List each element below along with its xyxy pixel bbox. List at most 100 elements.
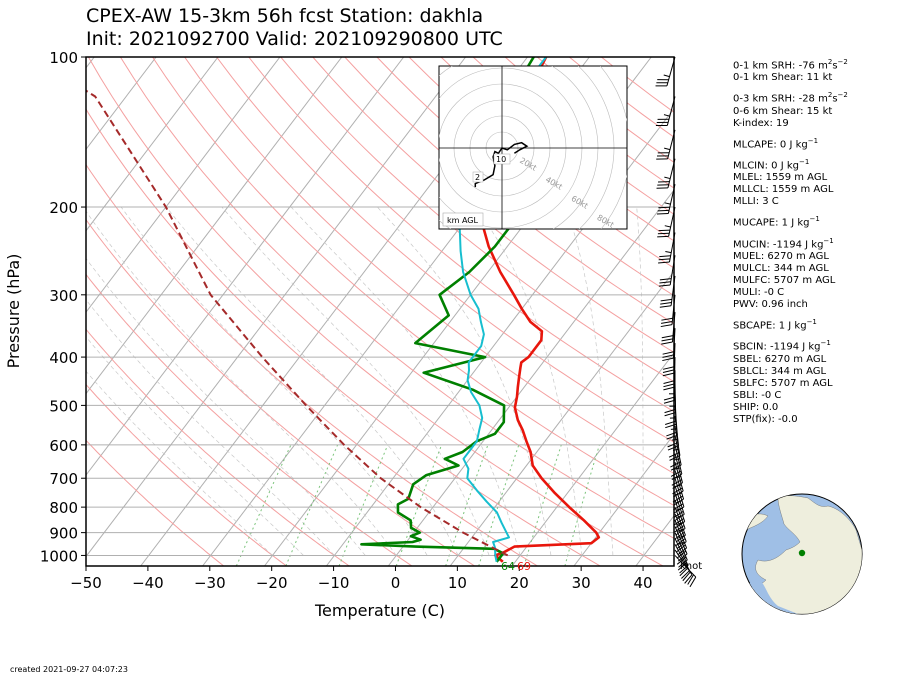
isotherm xyxy=(86,57,157,151)
dry-adiabat xyxy=(344,57,674,325)
isotherm xyxy=(449,270,674,566)
isotherm xyxy=(387,189,674,566)
index-row: 0-3 km SRH: -28 m2s−2 xyxy=(733,91,848,105)
wind-barb xyxy=(661,312,676,345)
index-row: MLLI: 3 C xyxy=(733,196,779,208)
index-row: STP(fix): -0.0 xyxy=(733,413,798,425)
index-row: MLEL: 1559 m AGL xyxy=(733,172,828,184)
isotherm xyxy=(86,57,467,558)
index-row: SBCAPE: 1 J kg−1 xyxy=(733,317,817,332)
wind-barb xyxy=(674,555,697,588)
x-tick-label: −50 xyxy=(70,574,102,592)
index-row: MULI: -0 C xyxy=(733,286,785,298)
wind-barb xyxy=(656,158,676,189)
dry-adiabat xyxy=(86,163,538,566)
dry-adiabat xyxy=(216,57,674,443)
wind-barb xyxy=(658,232,676,264)
hodograph-frame xyxy=(438,65,628,230)
hodograph-height-label: 2 xyxy=(475,173,480,182)
surface-temperature-label: 69 xyxy=(517,560,531,573)
moist-adiabat xyxy=(86,336,304,556)
surface-labels: 64 69 xyxy=(501,560,531,573)
index-row: SBCIN: -1194 J kg−1 xyxy=(733,339,831,353)
y-tick-label: 300 xyxy=(49,287,78,305)
stability-indices: 0-1 km SRH: -76 m2s−2 0-1 km Shear: 11 kt… xyxy=(733,56,903,426)
x-tick-label: −20 xyxy=(256,574,288,592)
moist-adiabat xyxy=(86,370,273,556)
wind-barb xyxy=(668,425,681,461)
wind-barb xyxy=(655,56,676,87)
chart-title-line-2: Init: 2021092700 Valid: 202109290800 UTC xyxy=(86,28,503,50)
isotherm xyxy=(86,57,219,232)
x-tick-label: 40 xyxy=(634,574,653,592)
dry-adiabat xyxy=(312,57,674,353)
wind-barb xyxy=(655,96,676,127)
index-row: SBEL: 6270 m AGL xyxy=(733,353,827,365)
dry-adiabat xyxy=(86,328,350,566)
index-row: MUCIN: -1194 J kg−1 xyxy=(733,236,834,250)
mixing-ratio-line xyxy=(478,444,520,566)
hodograph-height-label: 10 xyxy=(496,155,506,164)
x-tick-label: 0 xyxy=(391,574,401,592)
chart-title-line-1: CPEX-AW 15-3km 56h fcst Station: dakhla xyxy=(86,5,484,27)
wind-barbs xyxy=(655,56,697,588)
mixing-ratio-line xyxy=(564,444,600,566)
wind-barb xyxy=(663,357,676,391)
y-tick-label: 1000 xyxy=(40,547,78,565)
index-row: SBLI: -0 C xyxy=(733,389,782,401)
created-timestamp: created 2021-09-27 04:07:23 xyxy=(10,665,128,674)
mixing-ratio-line xyxy=(445,444,489,566)
y-tick-label: 900 xyxy=(49,525,78,543)
plot-frame xyxy=(85,56,675,567)
y-tick-label: 100 xyxy=(49,49,78,67)
x-axis-label: Temperature (C) xyxy=(314,601,445,620)
y-tick-label: 600 xyxy=(49,437,78,455)
mixing-ratio-line xyxy=(523,444,562,566)
mixing-ratio-line xyxy=(285,444,339,566)
index-row: SBLCL: 344 m AGL xyxy=(733,365,827,377)
index-row: MULCL: 344 m AGL xyxy=(733,262,829,274)
moist-adiabat xyxy=(86,210,397,556)
axis-ticks: −50 −40 −30 −20 −10 0 10 20 30 40 1000 900 800 700 600… xyxy=(40,49,653,592)
y-tick-label: 700 xyxy=(49,470,78,488)
dry-adiabat xyxy=(86,273,413,566)
x-tick-label: 20 xyxy=(510,574,529,592)
mixing-ratio-line xyxy=(338,444,389,566)
wind-barb xyxy=(659,275,676,308)
dry-adiabat xyxy=(86,218,475,566)
index-row: MLCAPE: 0 J kg−1 xyxy=(733,136,819,150)
wind-barb xyxy=(670,435,682,471)
station-marker xyxy=(798,549,806,557)
dry-adiabat xyxy=(86,439,225,566)
x-tick-label: −30 xyxy=(194,574,226,592)
dry-adiabat xyxy=(119,57,674,539)
isotherm xyxy=(511,352,674,566)
dry-adiabat xyxy=(152,57,674,507)
index-row: 0-1 km SRH: -76 m2s−2 xyxy=(733,58,848,72)
moist-adiabat xyxy=(565,206,614,556)
index-row: MUCAPE: 1 J kg−1 xyxy=(733,215,820,229)
moist-adiabat xyxy=(636,206,645,556)
index-row: MLLCL: 1559 m AGL xyxy=(733,184,834,196)
dry-adiabat xyxy=(376,57,674,297)
y-tick-label: 500 xyxy=(49,397,78,415)
index-row: MUEL: 6270 m AGL xyxy=(733,250,829,262)
hodograph-legend: km AGL xyxy=(447,216,479,225)
hodograph-trace xyxy=(474,141,529,188)
dry-adiabat xyxy=(248,57,674,413)
index-row: 0-6 km Shear: 15 kt xyxy=(733,105,833,117)
wind-unit-label: knot xyxy=(680,561,702,572)
moist-adiabat xyxy=(475,206,583,556)
dry-adiabat xyxy=(86,383,287,566)
wind-barb xyxy=(662,343,676,377)
mixing-ratio-line xyxy=(235,444,292,566)
wind-barb xyxy=(656,184,676,215)
moist-adiabat xyxy=(86,299,335,556)
y-tick-label: 200 xyxy=(49,199,78,217)
index-row: MLCIN: 0 J kg−1 xyxy=(733,157,810,172)
index-row: 0-1 km Shear: 11 kt xyxy=(733,72,833,84)
index-row: MULFC: 5707 m AGL xyxy=(733,274,836,286)
wind-barb xyxy=(657,206,676,238)
